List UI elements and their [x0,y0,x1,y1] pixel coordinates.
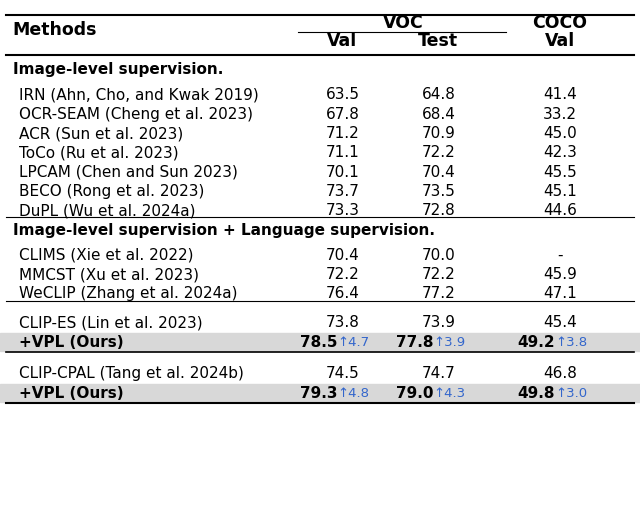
Text: 77.2: 77.2 [422,287,455,301]
Text: 73.5: 73.5 [422,184,455,199]
Text: 79.3: 79.3 [300,386,337,401]
Text: WeCLIP (Zhang et al. 2024a): WeCLIP (Zhang et al. 2024a) [19,287,237,301]
Text: ↑3.9: ↑3.9 [433,336,465,348]
Text: 63.5: 63.5 [325,87,360,103]
Text: 68.4: 68.4 [422,107,455,122]
Text: LPCAM (Chen and Sun 2023): LPCAM (Chen and Sun 2023) [19,165,238,180]
Text: Image-level supervision + Language supervision.: Image-level supervision + Language super… [13,223,435,238]
Text: 49.8: 49.8 [517,386,555,401]
Text: 45.5: 45.5 [543,165,577,180]
Text: +VPL (Ours): +VPL (Ours) [19,335,124,350]
Text: 73.9: 73.9 [421,315,456,330]
Text: 70.9: 70.9 [422,126,455,141]
Text: COCO: COCO [532,14,588,32]
Text: DuPL (Wu et al. 2024a): DuPL (Wu et al. 2024a) [19,203,196,218]
Text: 71.1: 71.1 [326,145,359,161]
Text: Image-level supervision.: Image-level supervision. [13,62,223,77]
Text: 72.2: 72.2 [326,267,359,282]
Text: OCR-SEAM (Cheng et al. 2023): OCR-SEAM (Cheng et al. 2023) [19,107,253,122]
Text: 76.4: 76.4 [326,287,359,301]
Text: 33.2: 33.2 [543,107,577,122]
Text: 64.8: 64.8 [422,87,455,103]
Text: 70.1: 70.1 [326,165,359,180]
Text: CLIP-CPAL (Tang et al. 2024b): CLIP-CPAL (Tang et al. 2024b) [19,366,244,382]
Text: IRN (Ahn, Cho, and Kwak 2019): IRN (Ahn, Cho, and Kwak 2019) [19,87,259,103]
Text: 74.7: 74.7 [422,366,455,382]
Text: -: - [557,248,563,263]
Bar [0,333,640,351]
Text: 73.7: 73.7 [326,184,359,199]
Text: ↑3.0: ↑3.0 [555,387,587,400]
Text: 42.3: 42.3 [543,145,577,161]
Text: ↑4.8: ↑4.8 [337,387,369,400]
Text: +VPL (Ours): +VPL (Ours) [19,386,124,401]
Text: 73.8: 73.8 [326,315,359,330]
Text: VOC: VOC [383,14,424,32]
Text: 70.4: 70.4 [422,165,455,180]
Text: 79.0: 79.0 [396,386,433,401]
Text: ↑3.8: ↑3.8 [555,336,587,348]
Text: ACR (Sun et al. 2023): ACR (Sun et al. 2023) [19,126,184,141]
Text: ToCo (Ru et al. 2023): ToCo (Ru et al. 2023) [19,145,179,161]
Text: 72.8: 72.8 [422,203,455,218]
Text: 73.3: 73.3 [325,203,360,218]
Text: 46.8: 46.8 [543,366,577,382]
Text: ↑4.3: ↑4.3 [433,387,465,400]
Text: 45.1: 45.1 [543,184,577,199]
Text: ↑4.7: ↑4.7 [337,336,369,348]
Text: 49.2: 49.2 [517,335,555,350]
Text: 71.2: 71.2 [326,126,359,141]
Text: 77.8: 77.8 [396,335,433,350]
Text: 45.9: 45.9 [543,267,577,282]
Text: 72.2: 72.2 [422,267,455,282]
Text: Val: Val [327,31,358,50]
Text: Test: Test [419,31,458,50]
Text: 78.5: 78.5 [300,335,337,350]
Text: CLIP-ES (Lin et al. 2023): CLIP-ES (Lin et al. 2023) [19,315,203,330]
Text: 67.8: 67.8 [326,107,359,122]
Text: 70.0: 70.0 [422,248,455,263]
Text: MMCST (Xu et al. 2023): MMCST (Xu et al. 2023) [19,267,199,282]
Text: BECO (Rong et al. 2023): BECO (Rong et al. 2023) [19,184,205,199]
Text: 47.1: 47.1 [543,287,577,301]
Text: Val: Val [545,31,575,50]
Text: 41.4: 41.4 [543,87,577,103]
Text: 70.4: 70.4 [326,248,359,263]
Text: CLIMS (Xie et al. 2022): CLIMS (Xie et al. 2022) [19,248,194,263]
Text: 45.4: 45.4 [543,315,577,330]
Text: Methods: Methods [13,21,97,40]
Text: 72.2: 72.2 [422,145,455,161]
Text: 45.0: 45.0 [543,126,577,141]
Text: 44.6: 44.6 [543,203,577,218]
Bar [0,384,640,402]
Text: 74.5: 74.5 [326,366,359,382]
